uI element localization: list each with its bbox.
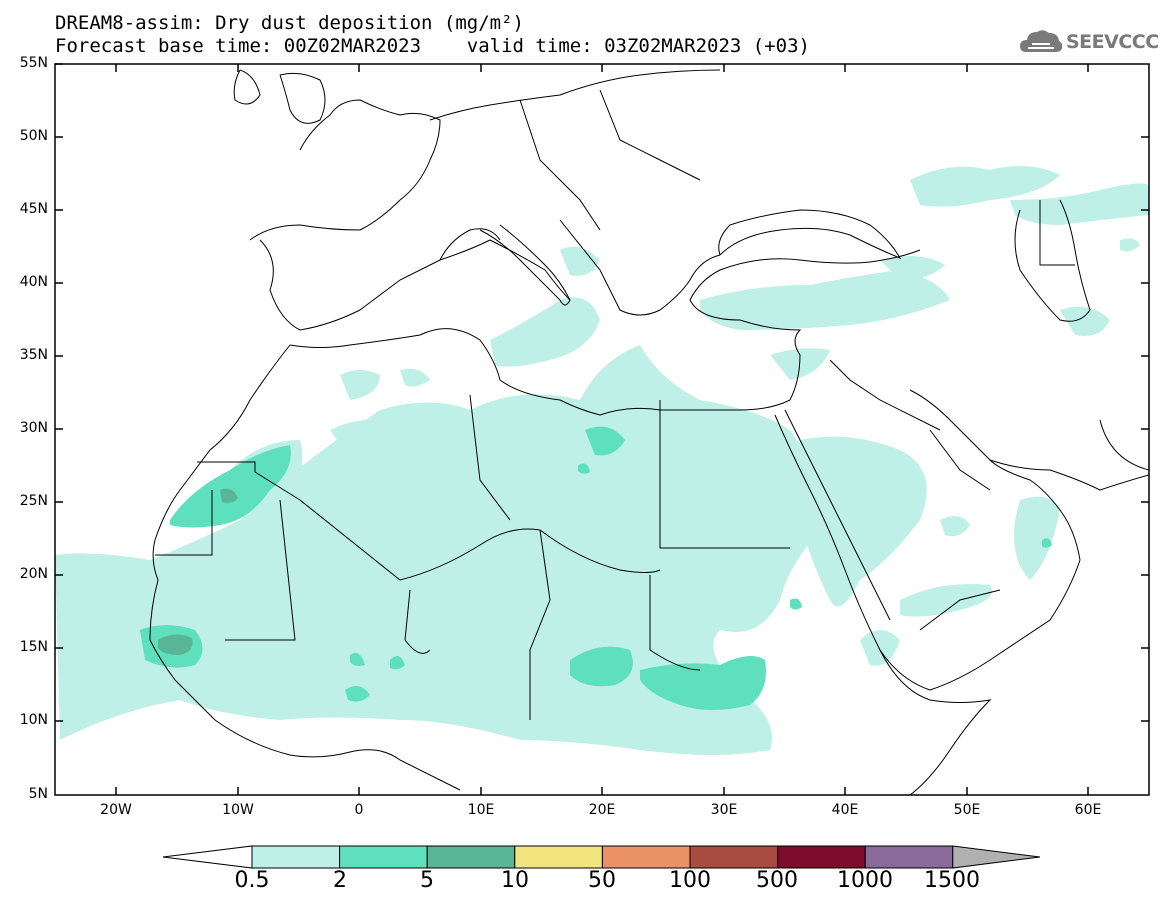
dust-field: [55, 166, 1149, 755]
lat-label: 25N: [14, 493, 48, 509]
lat-label: 20N: [14, 566, 48, 582]
colorbar-over-triangle: [953, 846, 1040, 868]
colorbar-swatch-4: [602, 846, 690, 868]
lon-label: 20W: [96, 802, 136, 818]
lat-label: 30N: [14, 420, 48, 436]
lat-label: 15N: [14, 639, 48, 655]
colorbar-label: 0.5: [217, 868, 287, 893]
lon-label: 60E: [1068, 802, 1108, 818]
colorbar-label: 5: [392, 868, 462, 893]
map-subtitle-times: Forecast base time: 00Z02MAR2023 valid t…: [55, 36, 810, 56]
lat-label: 40N: [14, 274, 48, 290]
lat-label: 10N: [14, 712, 48, 728]
colorbar-label: 100: [655, 868, 725, 893]
colorbar-under-triangle: [163, 846, 252, 868]
lon-label: 0: [339, 802, 379, 818]
lat-label: 45N: [14, 201, 48, 217]
colorbar-swatch-1: [340, 846, 428, 868]
colorbar-swatch-2: [427, 846, 515, 868]
logo-text: SEEVCCC: [1066, 31, 1159, 53]
lat-label: 55N: [14, 55, 48, 71]
colorbar-swatch-7: [865, 846, 953, 868]
lat-label: 35N: [14, 347, 48, 363]
lon-label: 10W: [218, 802, 258, 818]
colorbar-label: 1000: [830, 868, 900, 893]
colorbar-label: 500: [742, 868, 812, 893]
lon-label: 50E: [947, 802, 987, 818]
colorbar: [163, 846, 1040, 868]
colorbar-label: 1500: [917, 868, 987, 893]
lon-label: 40E: [825, 802, 865, 818]
lat-label: 5N: [14, 786, 48, 802]
colorbar-swatch-5: [690, 846, 778, 868]
colorbar-label: 50: [567, 868, 637, 893]
cloud-icon: [1018, 24, 1064, 60]
lon-label: 30E: [704, 802, 744, 818]
colorbar-swatch-0: [252, 846, 340, 868]
seevccc-logo: SEEVCCC: [1018, 24, 1158, 60]
lat-label: 50N: [14, 128, 48, 144]
lon-label: 10E: [461, 802, 501, 818]
colorbar-label: 10: [480, 868, 550, 893]
colorbar-label: 2: [305, 868, 375, 893]
map-title: DREAM8-assim: Dry dust deposition (mg/m²…: [55, 13, 524, 33]
colorbar-swatch-6: [778, 846, 866, 868]
lon-label: 20E: [582, 802, 622, 818]
colorbar-swatch-3: [515, 846, 603, 868]
